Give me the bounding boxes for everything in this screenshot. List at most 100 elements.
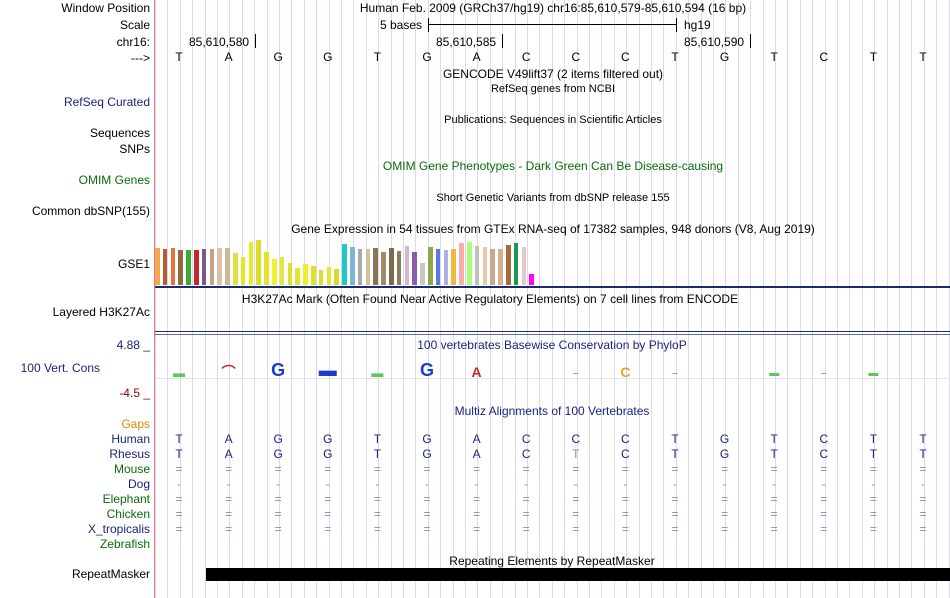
base: T bbox=[770, 50, 778, 64]
gencode-title[interactable]: GENCODE V49lift37 (2 items filtered out) bbox=[442, 67, 664, 81]
gtex-bar[interactable] bbox=[311, 266, 316, 285]
gtex-bar[interactable] bbox=[521, 247, 527, 285]
base: T bbox=[572, 447, 580, 461]
gtex-bar[interactable] bbox=[334, 269, 339, 285]
gtex-bar[interactable] bbox=[365, 249, 371, 285]
gtex-bar[interactable] bbox=[272, 259, 277, 285]
coord-2: 85,610,585 bbox=[436, 35, 497, 49]
gse1-label[interactable]: GSE1 bbox=[117, 257, 150, 271]
gtex-bar[interactable] bbox=[342, 244, 347, 285]
grid-line bbox=[688, 0, 689, 598]
gtex-bar[interactable] bbox=[225, 248, 230, 285]
gtex-bar[interactable] bbox=[513, 243, 519, 285]
multiz-title[interactable]: Multiz Alignments of 100 Vertebrates bbox=[454, 404, 650, 418]
h3k27ac-label[interactable]: Layered H3K27Ac bbox=[52, 305, 150, 319]
gtex-bar[interactable] bbox=[467, 242, 472, 285]
gtex-bar[interactable] bbox=[233, 253, 238, 285]
base: G bbox=[323, 432, 333, 446]
gtex-bar[interactable] bbox=[498, 249, 503, 285]
gtex-bar[interactable] bbox=[279, 257, 285, 285]
gtex-bar[interactable] bbox=[451, 249, 456, 285]
gtex-title[interactable]: Gene Expression in 54 tissues from GTEx … bbox=[291, 222, 815, 236]
dbsnp-title[interactable]: Short Genetic Variants from dbSNP releas… bbox=[436, 192, 670, 204]
base: = bbox=[473, 507, 481, 521]
gtex-bar[interactable] bbox=[162, 249, 168, 285]
gtex-bar[interactable] bbox=[506, 245, 511, 285]
gtex-bar[interactable] bbox=[155, 248, 160, 285]
repeatmasker-element[interactable] bbox=[206, 568, 950, 581]
base: G bbox=[323, 447, 333, 461]
gtex-bar[interactable] bbox=[529, 274, 534, 285]
gtex-bar[interactable] bbox=[256, 240, 261, 285]
base: C bbox=[521, 50, 531, 64]
gtex-bar[interactable] bbox=[443, 250, 449, 285]
grid-line bbox=[812, 0, 813, 598]
gtex-bar[interactable] bbox=[474, 246, 480, 285]
track-area[interactable]: Human Feb. 2009 (GRCh37/hg19) chr16:85,6… bbox=[155, 0, 950, 598]
grid-line bbox=[539, 0, 540, 598]
gtex-bar[interactable] bbox=[318, 270, 324, 285]
grid-line bbox=[874, 0, 875, 598]
gtex-bar[interactable] bbox=[201, 249, 207, 285]
gtex-bar[interactable] bbox=[404, 246, 410, 285]
gtex-bar[interactable] bbox=[186, 250, 191, 285]
base: = bbox=[820, 492, 828, 506]
h3k27ac-line-2 bbox=[155, 334, 950, 335]
refseq-label[interactable]: RefSeq Curated bbox=[63, 95, 150, 109]
gtex-bar[interactable] bbox=[373, 248, 378, 285]
h3k27ac-title[interactable]: H3K27Ac Mark (Often Found Near Active Re… bbox=[241, 292, 739, 306]
gtex-bar[interactable] bbox=[389, 248, 394, 285]
gtex-bar[interactable] bbox=[459, 243, 464, 285]
gtex-bar[interactable] bbox=[350, 247, 355, 285]
sequences-label[interactable]: Sequences bbox=[89, 126, 150, 140]
gaps-label[interactable]: Gaps bbox=[121, 417, 150, 431]
snps-label[interactable]: SNPs bbox=[119, 142, 150, 156]
gtex-bar[interactable] bbox=[303, 264, 308, 285]
refseq-title[interactable]: RefSeq genes from NCBI bbox=[490, 83, 616, 95]
dbsnp-label[interactable]: Common dbSNP(155) bbox=[31, 204, 150, 218]
gtex-bar[interactable] bbox=[412, 252, 417, 285]
gtex-bar[interactable] bbox=[435, 249, 441, 285]
gtex-bar[interactable] bbox=[326, 267, 332, 285]
gtex-bar[interactable] bbox=[217, 248, 222, 285]
publications-title[interactable]: Publications: Sequences in Scientific Ar… bbox=[444, 114, 662, 126]
gtex-bar[interactable] bbox=[420, 263, 425, 285]
label-divider bbox=[154, 0, 155, 598]
gtex-bar[interactable] bbox=[264, 252, 269, 285]
gtex-bar[interactable] bbox=[248, 242, 254, 285]
gtex-bar[interactable] bbox=[428, 247, 433, 285]
gtex-bar[interactable] bbox=[357, 249, 363, 285]
base: = bbox=[820, 462, 828, 476]
gtex-bar[interactable] bbox=[287, 263, 293, 285]
grid-line bbox=[663, 0, 664, 598]
omim-title[interactable]: OMIM Gene Phenotypes - Dark Green Can Be… bbox=[382, 159, 724, 173]
gtex-bar[interactable] bbox=[240, 257, 246, 285]
grid-line bbox=[564, 0, 565, 598]
base: = bbox=[820, 507, 828, 521]
repeatmasker-label[interactable]: RepeatMasker bbox=[71, 567, 150, 581]
base: = bbox=[869, 522, 877, 536]
base: G bbox=[273, 447, 283, 461]
base: = bbox=[473, 462, 481, 476]
gtex-bar[interactable] bbox=[170, 248, 176, 285]
base: G bbox=[323, 50, 333, 64]
base: G bbox=[422, 432, 432, 446]
base: = bbox=[721, 522, 729, 536]
gtex-bar[interactable] bbox=[295, 268, 300, 285]
gtex-bar[interactable] bbox=[490, 249, 495, 285]
repeat-title[interactable]: Repeating Elements by RepeatMasker bbox=[449, 554, 655, 568]
gtex-bar[interactable] bbox=[482, 247, 488, 285]
phylop-title[interactable]: 100 vertebrates Basewise Conservation by… bbox=[417, 338, 687, 352]
gtex-bar[interactable] bbox=[396, 251, 402, 285]
strand-label: ---> bbox=[131, 51, 150, 65]
species-zebrafish: Zebrafish bbox=[99, 537, 150, 551]
base: = bbox=[473, 492, 481, 506]
omim-label[interactable]: OMIM Genes bbox=[78, 173, 150, 187]
gtex-bar[interactable] bbox=[178, 250, 183, 285]
gtex-bar[interactable] bbox=[209, 249, 215, 285]
cons-label[interactable]: 100 Vert. Cons bbox=[20, 361, 100, 375]
gtex-bar[interactable] bbox=[381, 252, 386, 285]
grid-line bbox=[403, 0, 404, 598]
grid-line bbox=[180, 0, 181, 598]
gtex-bar[interactable] bbox=[194, 250, 199, 285]
